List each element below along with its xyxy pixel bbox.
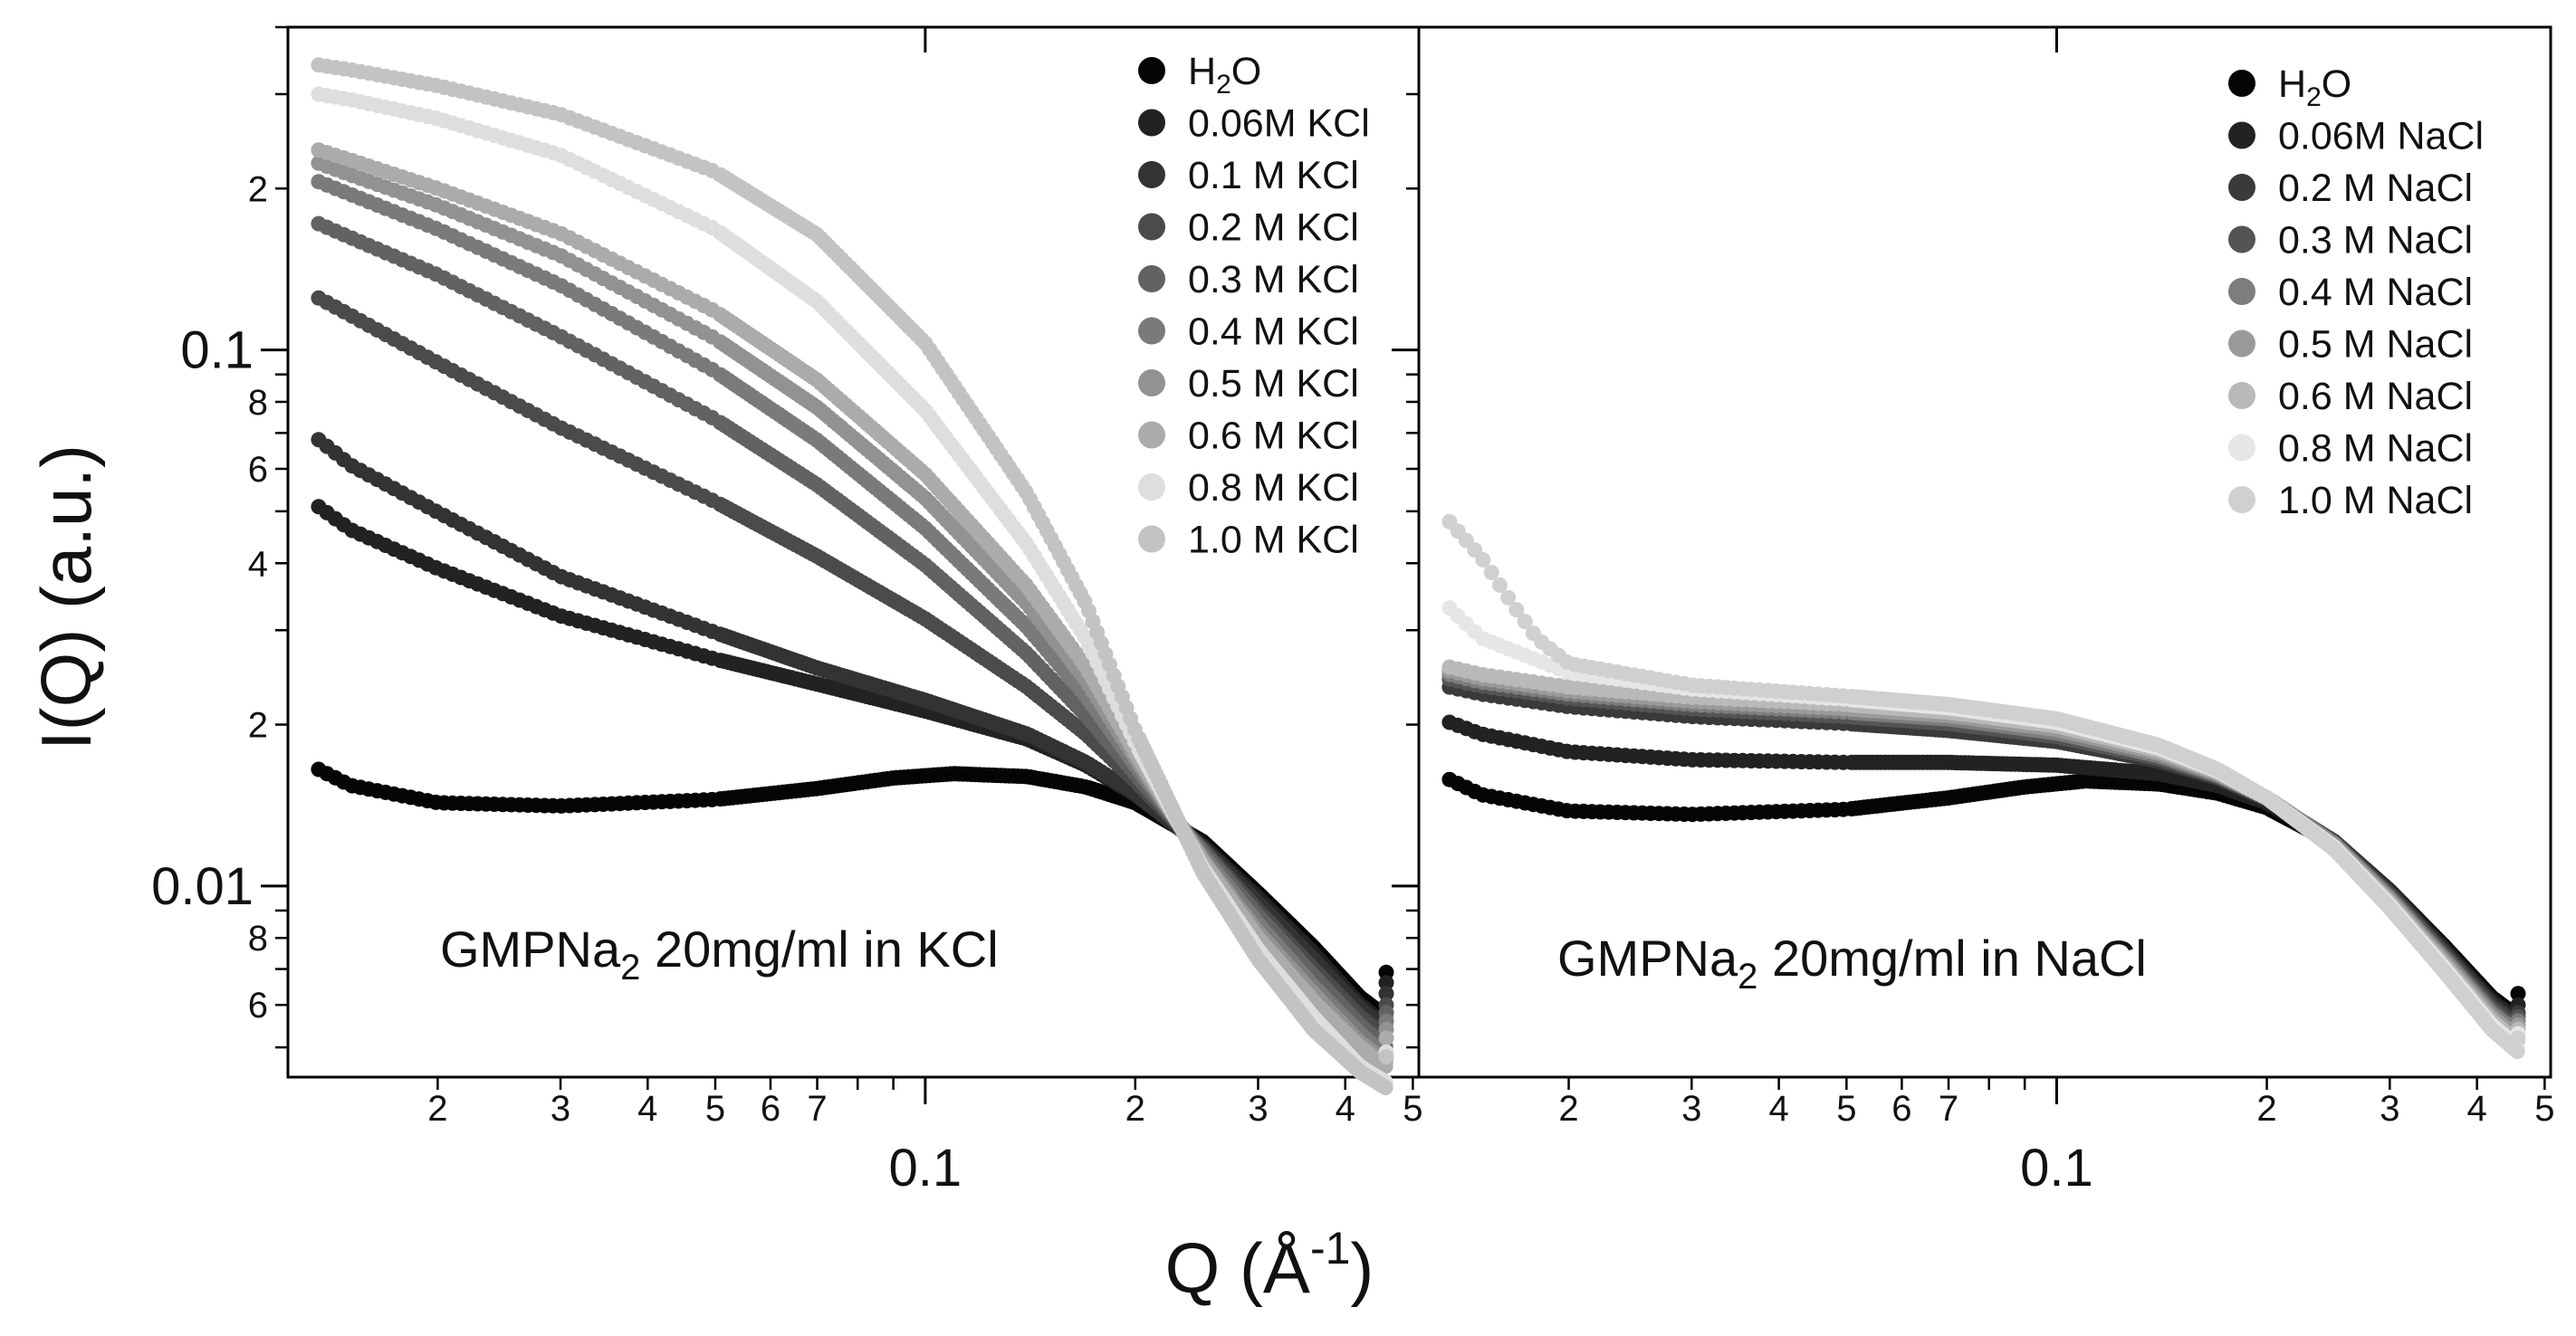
y-tick-label: 2 <box>248 706 268 746</box>
legend-label: 0.8 M NaCl <box>2278 427 2473 471</box>
legend-marker <box>1138 317 1165 345</box>
legend-label: 0.2 M NaCl <box>2278 167 2473 210</box>
x-tick-label: 5 <box>1403 1089 1422 1129</box>
legend-label: 0.3 M KCl <box>1188 258 1359 301</box>
data-point <box>1475 552 1491 568</box>
x-tick-label: 4 <box>1336 1089 1355 1129</box>
data-point <box>1378 986 1394 1002</box>
legend-marker <box>1138 473 1165 501</box>
x-tick-label: 6 <box>1891 1089 1911 1129</box>
x-tick-label: 5 <box>2534 1089 2554 1129</box>
legend-marker <box>2228 382 2255 409</box>
x-tick-label: 0.1 <box>2020 1139 2093 1198</box>
x-tick-label: 5 <box>705 1089 725 1129</box>
x-tick-label: 4 <box>1768 1089 1788 1129</box>
legend-label: 0.4 M NaCl <box>2278 271 2473 314</box>
y-axis-title: I(Q) (a.u.) <box>26 444 106 750</box>
legend-marker <box>2228 174 2255 201</box>
data-point <box>1491 577 1508 593</box>
legend-marker <box>1138 213 1165 241</box>
legend-label: 0.5 M KCl <box>1188 362 1359 406</box>
legend-label: 0.06M NaCl <box>2278 115 2484 158</box>
y-tick-label: 4 <box>248 544 268 584</box>
legend-label: H2O <box>1188 50 1261 100</box>
y-tick-label: 8 <box>248 383 268 423</box>
data-point <box>1378 1030 1394 1046</box>
sample-annotation: GMPNa2 20mg/ml in KCl <box>440 921 999 988</box>
y-tick-label: 0.01 <box>151 857 254 916</box>
legend-marker <box>2228 486 2255 513</box>
legend-marker <box>1138 161 1165 188</box>
legend-marker <box>1138 369 1165 396</box>
data-point <box>2509 1044 2525 1060</box>
legend-label: 0.8 M KCl <box>1188 466 1359 510</box>
legend-label: 0.6 M KCl <box>1188 415 1359 458</box>
legend-marker <box>1138 57 1165 84</box>
legend-label: 0.6 M NaCl <box>2278 375 2473 418</box>
x-tick-label: 2 <box>2256 1089 2276 1129</box>
sample-annotation: GMPNa2 20mg/ml in NaCl <box>1557 930 2147 997</box>
x-axis-title-main: Q (Å <box>1165 1228 1310 1308</box>
x-tick-label: 7 <box>1939 1089 1958 1129</box>
x-tick-label: 5 <box>1836 1089 1856 1129</box>
legend-marker <box>1138 265 1165 292</box>
x-tick-label: 2 <box>1125 1089 1145 1129</box>
x-axis-title-exponent: -1 <box>1310 1223 1350 1274</box>
legend-label: H2O <box>2278 62 2351 112</box>
legend-marker <box>1138 421 1165 449</box>
y-tick-label: 2 <box>248 169 268 209</box>
y-tick-label: 6 <box>248 450 268 490</box>
y-tick-label: 0.1 <box>180 321 254 380</box>
x-axis-title: Q (Å-1) <box>1165 1223 1374 1308</box>
legend-marker <box>1138 525 1165 553</box>
legend-label: 1.0 M KCl <box>1188 519 1359 562</box>
x-tick-label: 0.1 <box>889 1139 962 1198</box>
legend-marker <box>1138 109 1165 137</box>
legend-label: 0.5 M NaCl <box>2278 323 2473 367</box>
x-axis-title-close: ) <box>1350 1228 1374 1308</box>
data-point <box>1377 1080 1393 1095</box>
x-tick-label: 3 <box>1248 1089 1268 1129</box>
legend-label: 1.0 M NaCl <box>2278 479 2473 522</box>
x-tick-label: 3 <box>1681 1089 1701 1129</box>
x-tick-label: 4 <box>637 1089 657 1129</box>
x-tick-label: 7 <box>807 1089 827 1129</box>
legend-label: 0.06M KCl <box>1188 102 1370 146</box>
y-tick-label: 8 <box>248 919 268 959</box>
legend-label: 0.2 M KCl <box>1188 206 1359 250</box>
data-point <box>1378 1049 1394 1065</box>
y-tick-label: 6 <box>248 986 268 1026</box>
legend-label: 0.4 M KCl <box>1188 310 1359 354</box>
x-tick-label: 3 <box>2380 1089 2399 1129</box>
legend-marker <box>2228 70 2255 97</box>
data-point <box>2510 1030 2526 1046</box>
data-point <box>1483 565 1499 580</box>
legend-label: 0.1 M KCl <box>1188 154 1359 197</box>
x-tick-label: 2 <box>427 1089 447 1129</box>
x-tick-label: 4 <box>2467 1089 2487 1129</box>
data-point <box>1378 975 1394 991</box>
x-tick-label: 2 <box>1558 1089 1578 1129</box>
legend-marker <box>2228 225 2255 253</box>
x-tick-label: 3 <box>551 1089 570 1129</box>
legend-label: 0.3 M NaCl <box>2278 219 2473 262</box>
legend-marker <box>2228 434 2255 462</box>
x-tick-label: 6 <box>761 1089 780 1129</box>
legend-marker <box>2228 121 2255 149</box>
legend-marker <box>2228 329 2255 358</box>
legend-marker <box>2228 278 2255 305</box>
